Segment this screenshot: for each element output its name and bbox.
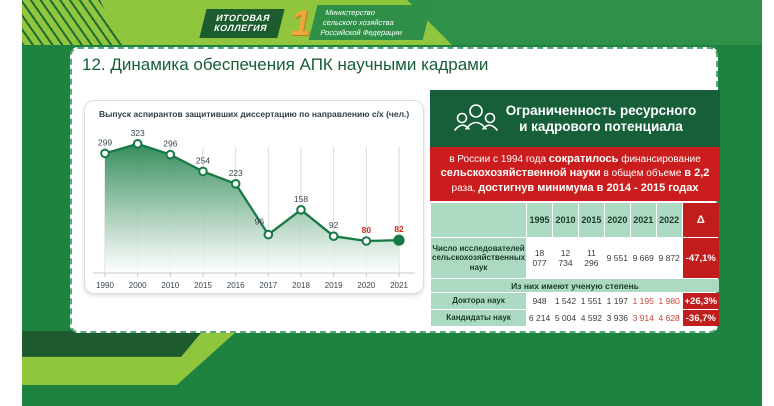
page-title: 12. Динамика обеспечения АПК научными ка…: [82, 55, 489, 74]
callout-seg: в общем объеме: [600, 168, 685, 180]
cell: 9 551: [604, 238, 630, 278]
table-span-row: Из них имеют ученую степень: [431, 279, 719, 292]
callout-seg-bold: сельскохозяйственной науки: [440, 167, 601, 180]
cell: 11 296: [578, 238, 604, 278]
cell: 9 669: [630, 238, 656, 278]
svg-text:92: 92: [329, 220, 339, 230]
svg-text:2018: 2018: [292, 281, 310, 290]
itogovaya-kollegiya-badge: ИТОГОВАЯ КОЛЛЕГИЯ: [199, 8, 285, 38]
right-panel-header: Ограниченность ресурсного и кадрового по…: [430, 90, 720, 147]
svg-text:2017: 2017: [259, 281, 277, 290]
cell: 12 734: [553, 238, 578, 278]
svg-text:2021: 2021: [390, 281, 408, 290]
span-row-label: Из них имеют ученую степень: [431, 279, 719, 292]
ministry-line2: сельского хозяйства: [321, 18, 395, 28]
line-area-chart: 1990 2000 2010 2015 2016 2017 2018 2019 2020 2021…: [93, 128, 415, 290]
cell: 948: [527, 293, 553, 309]
cell-highlighted: 1 195: [630, 293, 656, 309]
cell: 3 936: [604, 310, 630, 326]
row-label: Число исследователей сельскохозяйственны…: [431, 238, 527, 278]
cell: 1 197: [604, 293, 630, 309]
cell-highlighted: 1 980: [656, 293, 682, 309]
cell: 5 004: [553, 310, 578, 326]
callout-seg-bold: достигнув минимума в 2014 - 2015 годах: [478, 181, 699, 194]
row-label: Доктора наук: [431, 293, 527, 309]
svg-text:254: 254: [196, 155, 210, 165]
svg-text:2015: 2015: [194, 281, 212, 290]
callout-seg-bold: в 2,2: [684, 167, 710, 180]
callout-seg: финансирование: [618, 154, 701, 165]
callout-seg-bold: сократилось: [548, 153, 619, 165]
cell: 9 872: [656, 238, 682, 278]
year-header: 2022: [656, 203, 682, 237]
year-header: 2015: [578, 203, 604, 237]
svg-text:2019: 2019: [325, 281, 343, 290]
svg-text:1990: 1990: [96, 281, 114, 290]
researchers-table: 1995 2010 2015 2020 2021 2022 Δ Число ис…: [430, 202, 720, 327]
badge-line1: ИТОГОВАЯ: [215, 12, 272, 23]
cell-highlighted: 4 628: [656, 310, 682, 326]
table-row: Доктора наук 948 1 542 1 551 1 197 1 195…: [431, 293, 719, 309]
right-panel: Ограниченность ресурсного и кадрового по…: [430, 90, 720, 327]
svg-text:299: 299: [98, 137, 112, 147]
chart-card: Выпуск аспирантов защитивших диссертацию…: [84, 100, 424, 294]
callout-seg: в России с 1994 года: [449, 154, 549, 165]
ministry-name: Министерство сельского хозяйства Российс…: [308, 5, 431, 41]
table-row: Число исследователей сельскохозяйственны…: [431, 238, 719, 278]
table-corner-cell: [431, 203, 527, 237]
cell: 6 214: [527, 310, 553, 326]
ministry-line3: Российской Федерации: [319, 27, 404, 37]
bottom-dark-green-shape: [22, 331, 212, 357]
year-header: 2021: [630, 203, 656, 237]
delta-cell: -47,1%: [682, 238, 719, 278]
svg-text:80: 80: [362, 225, 372, 235]
slide-content-panel: 12. Динамика обеспечения АПК научными ка…: [70, 47, 720, 333]
row-label: Кандидаты наук: [431, 310, 527, 326]
ministry-line1: Министерство: [324, 8, 376, 18]
svg-text:2016: 2016: [227, 281, 245, 290]
delta-cell: -36,7%: [682, 310, 719, 326]
table-header-row: 1995 2010 2015 2020 2021 2022 Δ: [431, 203, 719, 237]
cell: 18 077: [527, 238, 553, 278]
year-header: 1995: [527, 203, 553, 237]
funding-callout: в России с 1994 года сократилось финанси…: [430, 147, 720, 201]
right-panel-title-line2: и кадрового потенциала: [519, 118, 683, 134]
chart-title: Выпуск аспирантов защитивших диссертацию…: [99, 109, 410, 119]
badge-line2: КОЛЛЕГИЯ: [212, 23, 269, 33]
svg-text:2010: 2010: [161, 281, 179, 290]
cell: 1 542: [553, 293, 578, 309]
cell-highlighted: 3 914: [630, 310, 656, 326]
callout-seg: раза,: [451, 182, 479, 194]
year-header: 2020: [604, 203, 630, 237]
cell: 1 551: [578, 293, 604, 309]
svg-text:296: 296: [163, 139, 177, 149]
svg-text:2000: 2000: [129, 281, 147, 290]
numeral-one-icon: 1: [290, 2, 311, 43]
svg-text:158: 158: [294, 194, 308, 204]
svg-text:96: 96: [255, 217, 265, 227]
right-panel-title: Ограниченность ресурсного и кадрового по…: [506, 103, 696, 134]
year-header: 2010: [553, 203, 578, 237]
svg-text:223: 223: [229, 168, 243, 178]
delta-header: Δ: [682, 203, 719, 237]
svg-text:2020: 2020: [357, 281, 375, 290]
table-row: Кандидаты наук 6 214 5 004 4 592 3 936 3…: [431, 310, 719, 326]
ministry-logo: ИТОГОВАЯ КОЛЛЕГИЯ 1 Министерство сельско…: [199, 2, 431, 43]
cell: 4 592: [578, 310, 604, 326]
right-panel-title-line1: Ограниченность ресурсного: [505, 102, 697, 118]
svg-text:323: 323: [131, 128, 145, 138]
svg-text:82: 82: [394, 224, 404, 234]
people-group-icon: [453, 103, 498, 131]
delta-cell: +26,3%: [682, 293, 719, 309]
